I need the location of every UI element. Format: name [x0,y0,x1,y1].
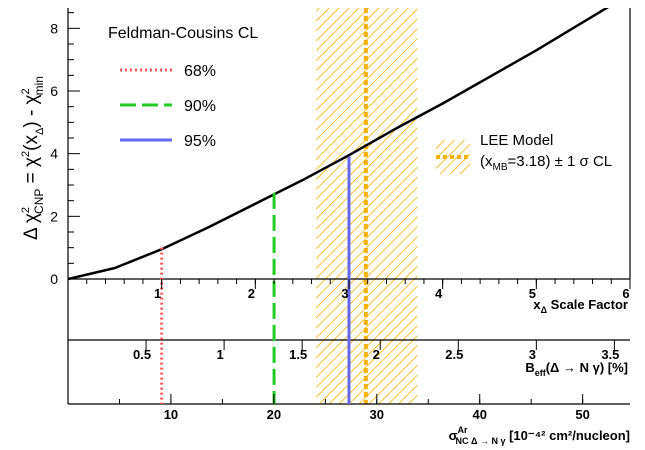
lee-legend: LEE Model (xMB=3.18) ± 1 σ CL [436,132,612,174]
x-axis-sigma-label: σAr NC Δ → N γ [10⁻⁴² cm²/nucleon] [449,425,630,446]
y-axis-label: Δ χ2CNP = χ2(xΔ) - χ2min [20,76,46,240]
x-sigma-tick-label: 50 [575,407,589,422]
y-tick-label: 0 [50,271,58,287]
x-sigma-tick-label: 20 [267,407,281,422]
x-axis-beff-label: Beff(Δ → N γ) [%] [525,360,628,378]
y-tick-label: 2 [50,208,58,224]
x-scale-tick-label: 3 [341,286,348,301]
x-beff-tick-label: 0.5 [133,347,151,362]
x-sigma-tick-label: 40 [472,407,486,422]
lee-legend-line1: LEE Model [480,132,553,149]
x-axis-scale-label: xΔ Scale Factor [533,297,628,315]
x-sigma-tick-label: 10 [164,407,178,422]
x-scale-tick-label: 2 [248,286,255,301]
x-beff-tick-label: 2 [373,347,380,362]
x-scale-tick-label: 4 [435,286,443,301]
x-scale-tick-label: 1 [154,286,161,301]
x-beff-tick-label: 1 [216,347,223,362]
legend-90-label: 90% [184,98,216,115]
lee-band-layer [316,8,417,404]
legend-68-label: 68% [184,63,216,80]
y-tick-label: 4 [50,146,58,162]
x-beff-tick-label: 2.5 [445,347,463,362]
legend: Feldman-Cousins CL 68% 90% 95% [108,25,258,150]
y-tick-label: 8 [50,20,58,36]
legend-title: Feldman-Cousins CL [108,25,258,42]
legend-95-label: 95% [184,133,216,150]
lee-legend-line2: (xMB=3.18) ± 1 σ CL [480,153,612,173]
x-sigma-tick-label: 30 [370,407,384,422]
y-tick-label: 6 [50,83,58,99]
x-beff-tick-label: 1.5 [289,347,307,362]
